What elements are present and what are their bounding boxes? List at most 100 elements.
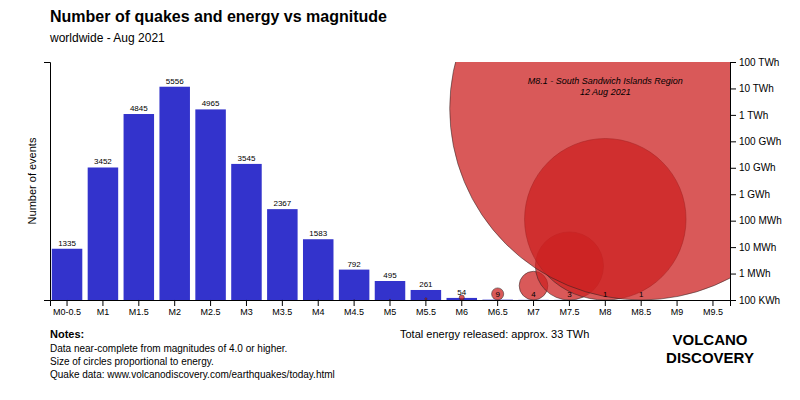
x-tick: M3.5	[272, 300, 292, 317]
logo-text: VOLCANO	[673, 331, 748, 348]
energy-bubble	[210, 299, 211, 300]
y2-tick-label: 1 MWh	[739, 268, 771, 279]
energy-bubble	[246, 299, 247, 300]
note: Data near-complete from magnitudes of 4.…	[50, 343, 287, 354]
plot: 1335345248455556496535452367158379249526…	[26, 0, 800, 317]
bar	[195, 109, 226, 300]
chart: Number of quakes and energy vs magnitude…	[0, 0, 800, 400]
x-axis: M0-0.5M1M1.5M2M2.5M3M3.5M4M4.5M5M5.5M6M6…	[51, 300, 731, 317]
energy-bubble	[450, 62, 730, 300]
energy-bubble	[282, 299, 283, 300]
y2-tick: 1 GWh	[730, 189, 770, 200]
y2-tick-label: 10 TWh	[739, 83, 774, 94]
x-tick-mark	[605, 300, 606, 306]
x-tick-mark	[677, 300, 678, 306]
x-tick-mark	[354, 300, 355, 306]
energy-bubble	[353, 299, 354, 300]
data-label: 495	[383, 271, 397, 280]
x-tick-label: M1	[97, 307, 110, 317]
data-label: 1335	[58, 239, 76, 248]
x-tick-label: M2	[168, 307, 181, 317]
bar	[411, 290, 442, 300]
y-axis-title: Number of events	[26, 137, 38, 224]
x-tick: M9	[671, 300, 684, 317]
x-tick-label: M2.5	[201, 307, 221, 317]
note: Quake data: www.volcanodiscovery.com/ear…	[50, 369, 335, 380]
y2-tick-label: 10 GWh	[739, 162, 776, 173]
data-label: 1	[603, 290, 608, 299]
y2-tick: 10 TWh	[730, 83, 774, 94]
y2-tick-mark	[730, 300, 736, 301]
bar	[124, 114, 155, 300]
x-tick-mark	[425, 300, 426, 306]
energy-bubble	[492, 288, 504, 300]
x-tick: M8.5	[631, 300, 651, 317]
x-tick-label: M8.5	[631, 307, 651, 317]
x-tick-label: M5	[384, 307, 397, 317]
x-tick-label: M3	[240, 307, 253, 317]
x-tick-mark	[712, 300, 713, 306]
data-label: 792	[347, 260, 361, 269]
x-tick-mark	[318, 300, 319, 306]
y2-tick: 1 MWh	[730, 268, 771, 279]
y2-tick: 100 GWh	[730, 136, 781, 147]
data-label: 1	[639, 290, 644, 299]
data-label: 4845	[130, 104, 148, 113]
x-tick-label: M6	[456, 307, 469, 317]
data-label: 5556	[166, 77, 184, 86]
data-label: 54	[457, 288, 466, 297]
data-labels: 1335345248455556496535452367158379249526…	[58, 77, 644, 299]
bar	[52, 249, 83, 300]
energy-bubble	[67, 299, 68, 300]
x-tick: M2	[168, 300, 181, 317]
total-energy: Total energy released: approx. 33 TWh	[400, 328, 589, 340]
x-tick-mark	[210, 300, 211, 306]
x-tick-mark	[102, 300, 103, 306]
data-label: 3545	[238, 154, 256, 163]
x-tick: M1.5	[129, 300, 149, 317]
logo-text: DISCOVERY	[666, 349, 754, 366]
data-label: 3	[567, 290, 572, 299]
y2-tick: 100 KWh	[730, 295, 780, 306]
y-axis-line	[44, 63, 51, 301]
x-tick: M3	[240, 300, 253, 317]
energy-bubble	[389, 299, 391, 300]
y2-tick-label: 100 TWh	[739, 57, 779, 68]
x-tick: M4.5	[344, 300, 364, 317]
bar	[267, 209, 298, 300]
y2-tick: 1 TWh	[730, 110, 768, 121]
x-tick-mark	[138, 300, 139, 306]
subtitle: worldwide - Aug 2021	[49, 31, 165, 45]
y2-axis-line	[731, 63, 737, 301]
x-tick: M5	[384, 300, 397, 317]
x-tick: M2.5	[201, 300, 221, 317]
y2-tick-label: 100 MWh	[739, 215, 782, 226]
bar	[303, 239, 334, 300]
x-tick: M6.5	[488, 300, 508, 317]
bar	[339, 270, 370, 300]
y2-tick-mark	[730, 168, 736, 169]
y2-tick-mark	[730, 141, 736, 142]
y2-tick: 10 MWh	[730, 242, 776, 253]
y2-tick-mark	[730, 274, 736, 275]
energy-bubble	[138, 299, 139, 300]
x-tick-label: M6.5	[488, 307, 508, 317]
x-tick: M9.5	[703, 300, 723, 317]
x-tick-label: M7	[527, 307, 540, 317]
energy-bubble	[318, 299, 319, 300]
y2-tick-mark	[730, 115, 736, 116]
x-axis-line	[51, 301, 731, 307]
y-axis	[44, 63, 51, 301]
data-label: 9	[495, 290, 500, 299]
energy-bubble	[425, 298, 427, 300]
y2-axis: 100 KWh 1 MWh 10 MWh 100 MWh 1 GWh 10 GWh 100 …	[730, 57, 782, 306]
annotation: M8.1 - South Sandwich Islands Region12 A…	[528, 76, 683, 97]
y2-tick-label: 1 GWh	[739, 189, 770, 200]
x-tick-label: M4.5	[344, 307, 364, 317]
energy-bubble	[174, 299, 175, 300]
y2-tick-label: 100 GWh	[739, 136, 781, 147]
data-label: 261	[419, 280, 433, 289]
x-tick-label: M7.5	[559, 307, 579, 317]
x-tick-label: M9.5	[703, 307, 723, 317]
y2-tick-mark	[730, 247, 736, 248]
